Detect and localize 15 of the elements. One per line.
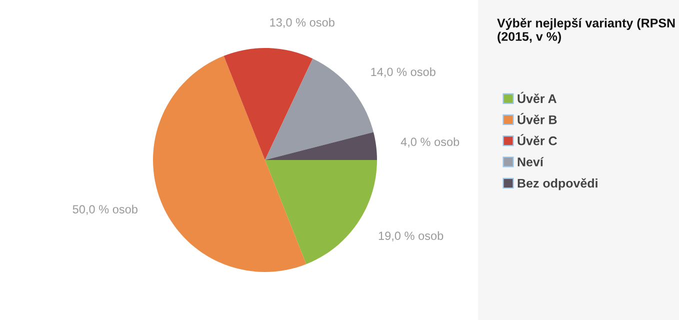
legend-label: Neví: [518, 157, 544, 166]
data-label: 13,0 % osob: [270, 18, 334, 28]
data-label: 19,0 % osob: [378, 231, 444, 242]
legend-label: Úvěr A: [518, 92, 556, 104]
legend-label: Úvěr C: [518, 134, 557, 146]
pie-slice: [224, 48, 313, 160]
pie-slice: [153, 56, 306, 272]
legend-label: Úvěr B: [518, 112, 557, 124]
data-label: 50,0 % osob: [72, 204, 138, 215]
text: Výběr nejlepší varianty (RPSN (2015, v %): [497, 18, 675, 44]
legend-label: Bez odpovědi: [518, 178, 598, 190]
data-label: 4,0 % osob: [400, 137, 460, 148]
data-label: 14,0 % osob: [371, 67, 436, 78]
pie-slice: [265, 132, 377, 160]
pie-slice: [265, 160, 377, 264]
